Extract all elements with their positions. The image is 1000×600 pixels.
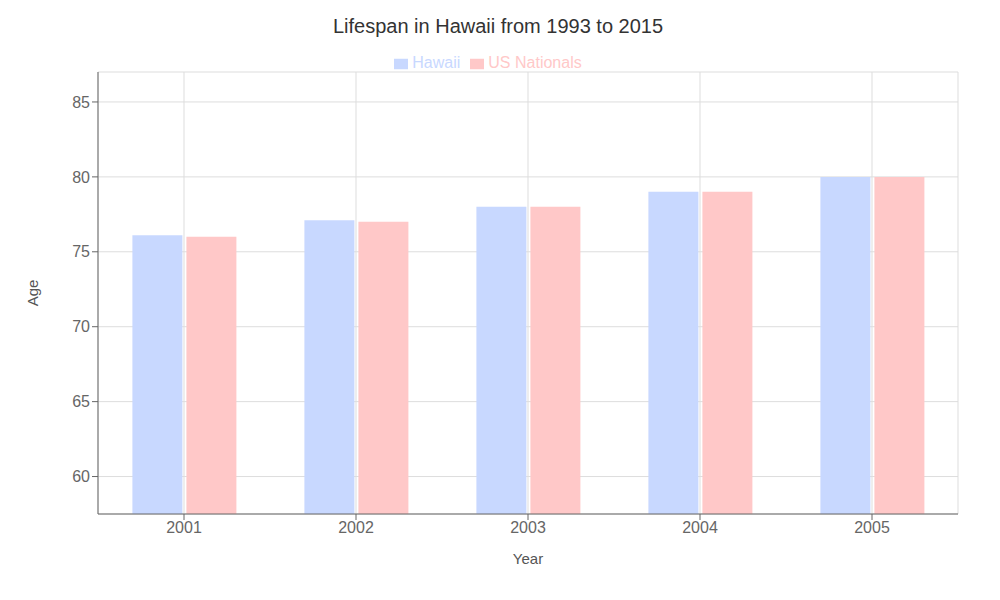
svg-text:60: 60 (72, 468, 90, 485)
svg-text:70: 70 (72, 318, 90, 335)
svg-text:Age: Age (24, 280, 41, 307)
svg-text:2001: 2001 (166, 519, 202, 536)
svg-text:2005: 2005 (854, 519, 890, 536)
html-text:Lifespan in Hawaii from 1993 t: Lifespan in Hawaii from 1993 to 2015 (332, 15, 664, 37)
svg-text:2004: 2004 (682, 519, 718, 536)
html-text:US Nationals: US Nationals (488, 54, 582, 71)
svg-text:65: 65 (72, 393, 90, 410)
svg-text:85: 85 (72, 94, 90, 111)
svg-text:2002: 2002 (338, 519, 374, 536)
svg-text:75: 75 (72, 243, 90, 260)
html-text:Hawaii: Hawaii (412, 54, 461, 71)
svg-text:Year: Year (513, 550, 543, 567)
svg-text:80: 80 (72, 169, 90, 186)
svg-text:2003: 2003 (510, 519, 546, 536)
